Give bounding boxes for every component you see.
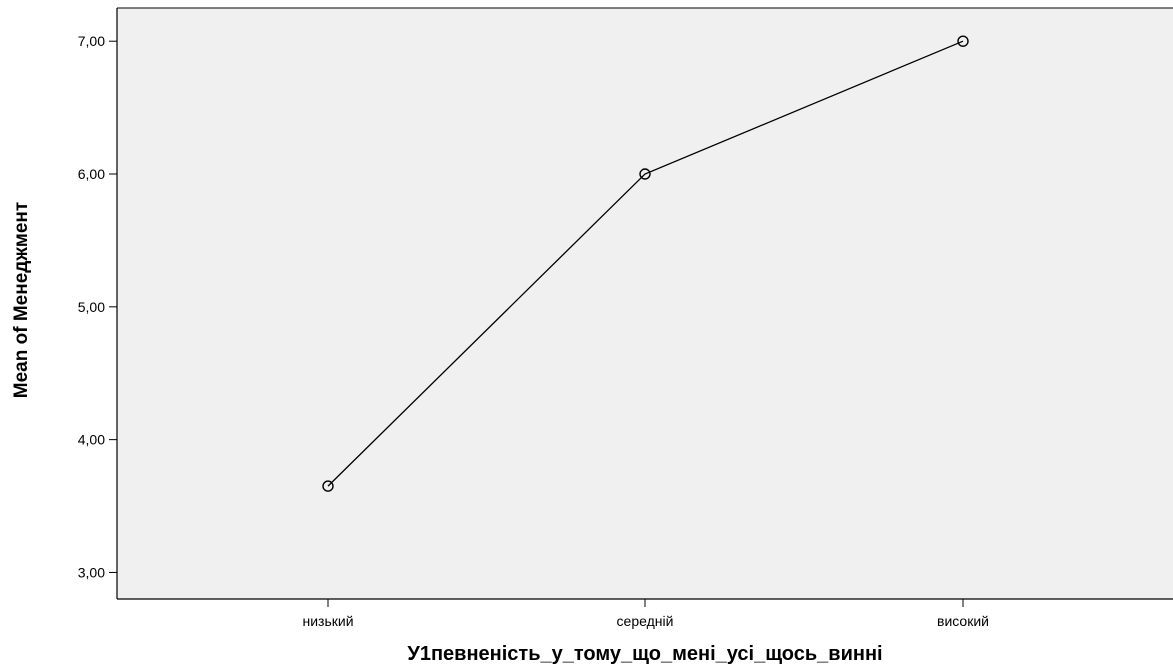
x-tick-label: низький bbox=[302, 613, 353, 629]
y-axis-title: Mean of Менеджмент bbox=[11, 202, 32, 398]
y-axis-ticks: 3,00 4,00 5,00 6,00 7,00 bbox=[78, 33, 117, 580]
data-points bbox=[322, 35, 969, 492]
x-axis-title: У1певненість_у_тому_що_мені_усі_щось_вин… bbox=[407, 643, 882, 665]
y-tick-label: 4,00 bbox=[78, 432, 105, 448]
y-tick-label: 7,00 bbox=[78, 33, 105, 49]
series-line bbox=[327, 40, 964, 487]
x-tick-label: середній bbox=[617, 613, 674, 629]
y-tick-label: 3,00 bbox=[78, 564, 105, 580]
y-tick-label: 5,00 bbox=[78, 299, 105, 315]
x-axis-ticks: низький середній високий bbox=[302, 599, 989, 629]
x-tick-label: високий bbox=[937, 613, 989, 629]
data-point bbox=[639, 168, 651, 180]
data-point bbox=[322, 480, 334, 492]
y-tick-label: 6,00 bbox=[78, 166, 105, 182]
plot-area bbox=[117, 8, 1173, 599]
data-point bbox=[957, 35, 969, 47]
